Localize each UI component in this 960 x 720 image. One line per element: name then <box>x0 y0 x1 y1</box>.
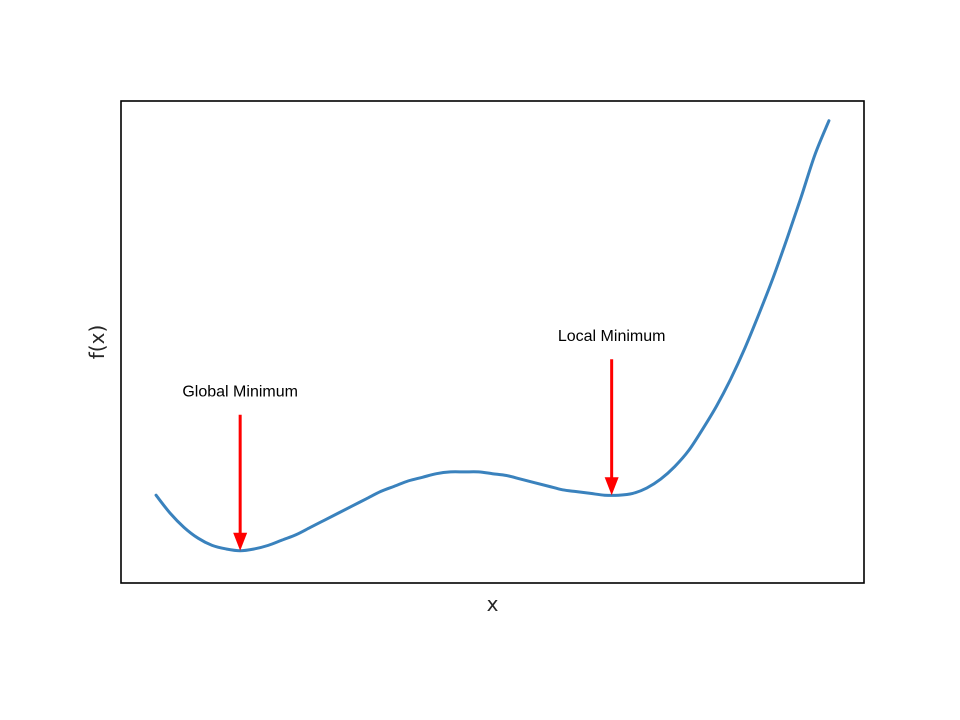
annotation-layer: Global Minimum Local Minimum <box>182 328 665 551</box>
annotation-1: Local Minimum <box>558 328 666 496</box>
annotation-arrow-head <box>604 477 619 496</box>
annotation-label: Global Minimum <box>182 384 298 401</box>
annotation-label: Local Minimum <box>558 328 666 345</box>
plot-area <box>154 119 831 553</box>
annotation-arrow-head <box>233 532 248 551</box>
annotation-0: Global Minimum <box>182 384 298 551</box>
x-axis-label: x <box>487 592 499 616</box>
plot-frame <box>120 100 865 584</box>
y-axis-label: f(x) <box>85 325 109 359</box>
series-line-0 <box>154 119 831 553</box>
